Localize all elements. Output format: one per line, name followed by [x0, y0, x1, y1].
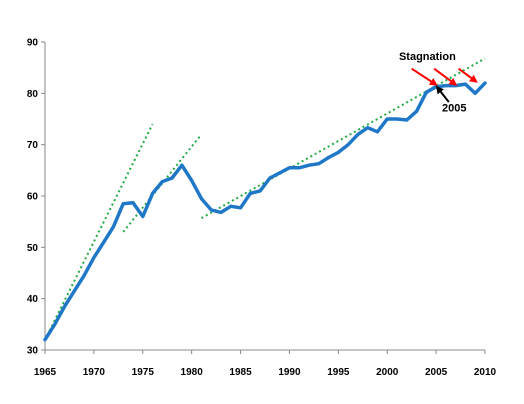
x-tick-label: 1995 [327, 367, 350, 378]
annotation-arrow [435, 85, 450, 103]
annotation-arrow [433, 67, 458, 86]
y-tick-label: 30 [27, 346, 39, 357]
annotations: Stagnation 2005 [399, 51, 478, 114]
y-tick-label: 80 [27, 89, 39, 100]
x-tick-label: 2005 [425, 367, 448, 378]
x-tick-label: 1970 [83, 367, 106, 378]
axes: 30 40 50 60 70 80 90 1965 1970 1975 1980 1985 1990 19… [27, 38, 497, 379]
y-tick-label: 90 [27, 38, 39, 49]
annotation-arrow [411, 67, 438, 86]
x-tick-label: 1975 [132, 367, 155, 378]
y-tick-label: 40 [27, 294, 39, 305]
x-tick-label: 1990 [278, 367, 301, 378]
x-tick-label: 2010 [474, 367, 497, 378]
x-tick-label: 1980 [181, 367, 204, 378]
series-line [43, 81, 487, 342]
trend-line [122, 133, 203, 233]
series [43, 81, 487, 342]
trend-lines [44, 57, 486, 341]
annotation-arrow [458, 67, 478, 83]
x-tick-label: 1965 [34, 367, 57, 378]
y-tick-label: 60 [27, 192, 39, 203]
x-tick-label: 1985 [229, 367, 252, 378]
x-tick-label: 2000 [376, 367, 399, 378]
y-tick-label: 50 [27, 243, 39, 254]
annotation-label: 2005 [442, 102, 466, 114]
trend-line [200, 57, 486, 219]
annotation-label: Stagnation [399, 51, 456, 63]
y-tick-label: 70 [27, 140, 39, 151]
trend-line [44, 123, 154, 341]
